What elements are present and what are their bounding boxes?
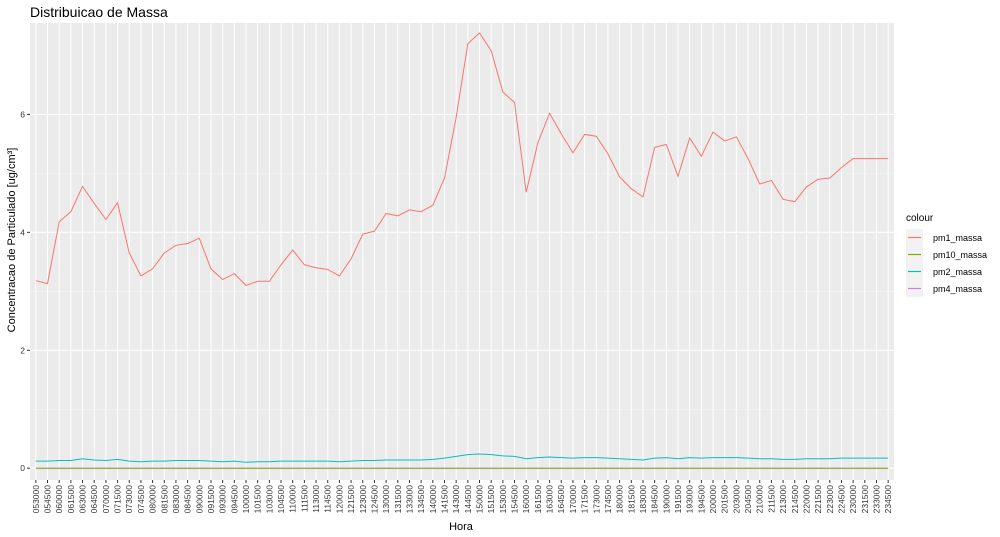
x-tick-label: 121500 bbox=[346, 485, 356, 514]
x-tick-label: 094500 bbox=[229, 485, 239, 514]
x-tick-label: 221500 bbox=[813, 485, 823, 514]
x-tick-label: 174500 bbox=[603, 485, 613, 514]
y-tick-label: 2 bbox=[20, 345, 25, 355]
x-tick-label: 180000 bbox=[615, 485, 625, 514]
x-tick-label: 140000 bbox=[428, 485, 438, 514]
x-tick-label: 113000 bbox=[311, 485, 321, 513]
x-tick-label: 131500 bbox=[393, 485, 403, 514]
chart-title: Distribuicao de Massa bbox=[30, 4, 168, 20]
x-tick-label: 060000 bbox=[54, 485, 64, 514]
x-tick-label: 111500 bbox=[299, 485, 309, 512]
y-axis-title: Concentracao de Particulado [ug/cm³] bbox=[6, 148, 18, 333]
x-tick-label: 123000 bbox=[358, 485, 368, 514]
x-tick-label: 143000 bbox=[451, 485, 461, 514]
plot-panel bbox=[30, 23, 894, 480]
x-tick-label: 080000 bbox=[148, 485, 158, 514]
x-tick-label: 063000 bbox=[78, 485, 88, 514]
x-tick-label: 173000 bbox=[591, 485, 601, 514]
y-tick-label: 6 bbox=[20, 109, 25, 119]
x-tick-label: 084500 bbox=[183, 485, 193, 514]
x-tick-label: 070000 bbox=[101, 485, 111, 514]
legend-label-pm1_massa: pm1_massa bbox=[933, 233, 982, 243]
x-tick-label: 120000 bbox=[334, 485, 344, 514]
x-tick-label: 161500 bbox=[533, 485, 543, 514]
series-line-pm2_massa bbox=[35, 453, 889, 463]
x-tick-label: 210000 bbox=[755, 485, 765, 514]
legend-label-pm2_massa: pm2_massa bbox=[933, 267, 982, 277]
x-tick-label: 201500 bbox=[720, 485, 730, 514]
x-tick-label: 073000 bbox=[124, 485, 134, 514]
y-axis: 0 2 4 6 bbox=[20, 109, 30, 473]
x-tick-label: 214500 bbox=[790, 485, 800, 514]
x-tick-label: 224500 bbox=[836, 485, 846, 514]
x-tick-label: 170000 bbox=[568, 485, 578, 514]
x-tick-label: 114500 bbox=[323, 485, 333, 513]
x-tick-label: 053000 bbox=[31, 485, 41, 514]
legend-label-pm4_massa: pm4_massa bbox=[933, 284, 982, 294]
x-tick-label: 151500 bbox=[486, 485, 496, 514]
x-tick-label: 220000 bbox=[801, 485, 811, 514]
x-tick-label: 213000 bbox=[778, 485, 788, 514]
x-tick-label: 134500 bbox=[416, 485, 426, 514]
series-line-pm1_massa bbox=[35, 32, 889, 286]
x-tick-label: 104500 bbox=[276, 485, 286, 514]
x-tick-label: 110000 bbox=[288, 485, 298, 513]
x-tick-label: 193000 bbox=[685, 485, 695, 514]
x-tick-label: 171500 bbox=[580, 485, 590, 514]
x-tick-label: 160000 bbox=[521, 485, 531, 514]
x-tick-label: 234500 bbox=[883, 485, 893, 514]
x-tick-label: 144500 bbox=[463, 485, 473, 514]
x-tick-label: 154500 bbox=[510, 485, 520, 514]
x-tick-label: 163000 bbox=[545, 485, 555, 514]
x-tick-label: 071500 bbox=[113, 485, 123, 514]
x-tick-label: 054500 bbox=[43, 485, 53, 514]
x-tick-label: 190000 bbox=[661, 485, 671, 514]
grid-minor bbox=[30, 173, 894, 410]
x-tick-label: 093000 bbox=[218, 485, 228, 514]
x-tick-label: 150000 bbox=[475, 485, 485, 514]
x-tick-label: 153000 bbox=[498, 485, 508, 514]
y-tick-label: 4 bbox=[20, 227, 25, 237]
y-tick-label: 0 bbox=[20, 463, 25, 473]
legend-label-pm10_massa: pm10_massa bbox=[933, 250, 987, 260]
x-tick-label: 181500 bbox=[626, 485, 636, 514]
x-tick-label: 200000 bbox=[708, 485, 718, 514]
x-tick-label: 184500 bbox=[650, 485, 660, 514]
x-tick-label: 141500 bbox=[439, 485, 449, 514]
x-tick-label: 090000 bbox=[194, 485, 204, 514]
x-tick-label: 100000 bbox=[241, 485, 251, 514]
legend-title: colour bbox=[906, 213, 934, 224]
x-tick-label: 203000 bbox=[731, 485, 741, 514]
x-tick-label: 211500 bbox=[766, 485, 776, 513]
x-axis-title: Hora bbox=[449, 521, 474, 533]
x-tick-label: 101500 bbox=[253, 485, 263, 514]
x-tick-label: 183000 bbox=[638, 485, 648, 514]
x-tick-label: 083000 bbox=[171, 485, 181, 514]
x-tick-label: 191500 bbox=[673, 485, 683, 514]
x-tick-label: 130000 bbox=[381, 485, 391, 514]
x-axis: 053000 054500 060000 061500 063000 064500 0700… bbox=[31, 480, 893, 513]
x-tick-label: 064500 bbox=[89, 485, 99, 514]
x-tick-label: 223000 bbox=[825, 485, 835, 514]
x-tick-label: 081500 bbox=[159, 485, 169, 514]
x-tick-label: 194500 bbox=[696, 485, 706, 514]
x-tick-label: 133000 bbox=[404, 485, 414, 514]
grid-major bbox=[30, 23, 894, 480]
x-tick-label: 103000 bbox=[264, 485, 274, 514]
x-tick-label: 233000 bbox=[871, 485, 881, 514]
x-tick-label: 124500 bbox=[369, 485, 379, 514]
legend: colour pm1_massa pm10_massa pm2_massa pm4_m… bbox=[906, 213, 987, 297]
x-tick-label: 091500 bbox=[206, 485, 216, 514]
x-tick-label: 074500 bbox=[136, 485, 146, 514]
x-tick-label: 231500 bbox=[860, 485, 870, 514]
series-layer bbox=[35, 32, 889, 469]
x-tick-label: 061500 bbox=[66, 485, 76, 514]
x-tick-label: 204500 bbox=[743, 485, 753, 514]
x-tick-label: 230000 bbox=[848, 485, 858, 514]
x-tick-label: 164500 bbox=[556, 485, 566, 514]
